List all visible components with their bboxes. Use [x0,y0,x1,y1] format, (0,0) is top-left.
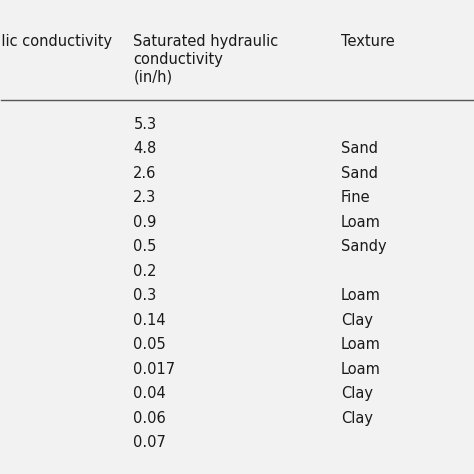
Text: 0.3: 0.3 [133,288,156,303]
Text: Clay: Clay [341,411,373,426]
Text: 0.06: 0.06 [133,411,166,426]
Text: ulic conductivity: ulic conductivity [0,35,112,49]
Text: 2.3: 2.3 [133,191,156,205]
Text: 0.04: 0.04 [133,386,166,401]
Text: 4.8: 4.8 [133,141,156,156]
Text: Loam: Loam [341,362,381,377]
Text: 5.3: 5.3 [133,117,156,132]
Text: Fine: Fine [341,191,370,205]
Text: Loam: Loam [341,215,381,230]
Text: Loam: Loam [341,337,381,352]
Text: Loam: Loam [341,288,381,303]
Text: 0.2: 0.2 [133,264,157,279]
Text: Clay: Clay [341,386,373,401]
Text: 0.5: 0.5 [133,239,157,255]
Text: Sand: Sand [341,166,378,181]
Text: Sandy: Sandy [341,239,386,255]
Text: 0.05: 0.05 [133,337,166,352]
Text: 2.6: 2.6 [133,166,157,181]
Text: Saturated hydraulic
conductivity
(in/h): Saturated hydraulic conductivity (in/h) [133,35,279,84]
Text: Texture: Texture [341,35,394,49]
Text: 0.9: 0.9 [133,215,157,230]
Text: 0.07: 0.07 [133,436,166,450]
Text: 0.017: 0.017 [133,362,175,377]
Text: 0.14: 0.14 [133,313,166,328]
Text: Sand: Sand [341,141,378,156]
Text: Clay: Clay [341,313,373,328]
